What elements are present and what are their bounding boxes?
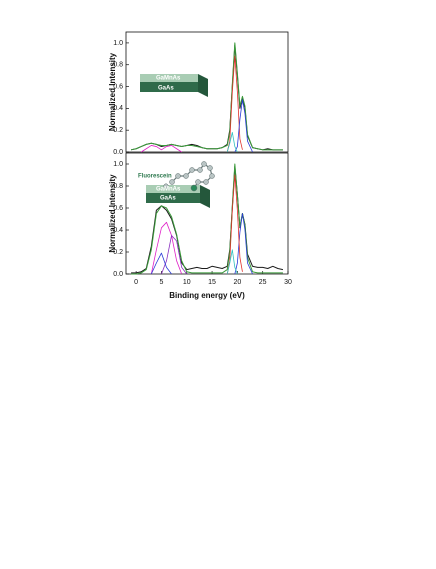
y-tick-label: 0.8 [113,183,123,190]
plot-frame [125,31,289,153]
series-line [226,55,243,153]
y-tick-label: 0.2 [113,249,123,256]
series-line [131,165,284,274]
series-line [226,131,238,153]
annotation: GaMnAs [156,187,181,193]
series-line [150,221,183,275]
annotation: GaAs [160,196,176,202]
slab-gaas [140,82,198,92]
x-tick-label: 20 [233,279,241,286]
y-axis-label: Normalized Intensity [108,52,117,131]
y-tick-label: 1.0 [113,40,123,47]
series-line [161,235,188,275]
y-tick-label: 0.6 [113,205,123,212]
series-line [234,99,253,153]
x-axis-label: Binding energy (eV) [169,291,245,300]
series-line [226,174,243,275]
x-tick-label: 5 [159,279,163,286]
x-tick-label: 15 [208,279,216,286]
y-tick-label: 0.0 [113,149,123,156]
annotation: Fluorescein [138,174,172,180]
annotation: GaAs [158,86,174,92]
plot-frame [125,152,289,275]
slab-side [198,74,208,97]
y-tick-label: 0.2 [113,127,123,134]
inset-top [140,74,208,97]
y-tick-label: 1.0 [113,161,123,168]
series-line [150,213,253,275]
slab-gamnas [146,185,200,193]
y-tick-label: 0.0 [113,271,123,278]
y-axis-label: Normalized Intensity [108,174,117,253]
x-tick-label: 0 [134,279,138,286]
series-line [130,44,283,151]
y-tick-label: 0.8 [113,62,123,69]
y-tick-label: 0.6 [113,83,123,90]
slab-gaas [146,193,200,203]
slab-side [200,185,210,208]
molecule [163,161,215,192]
x-tick-label: 10 [183,279,191,286]
series-line [140,145,182,153]
series-line [130,42,283,151]
y-tick-label: 0.4 [113,105,123,112]
series-line [226,249,238,275]
slab-gamnas [140,74,198,82]
x-tick-label: 25 [259,279,267,286]
inset-bottom [146,161,215,208]
annotation: GaMnAs [156,76,181,82]
x-tick-label: 30 [284,279,292,286]
y-tick-label: 0.4 [113,227,123,234]
series-line [131,163,283,275]
